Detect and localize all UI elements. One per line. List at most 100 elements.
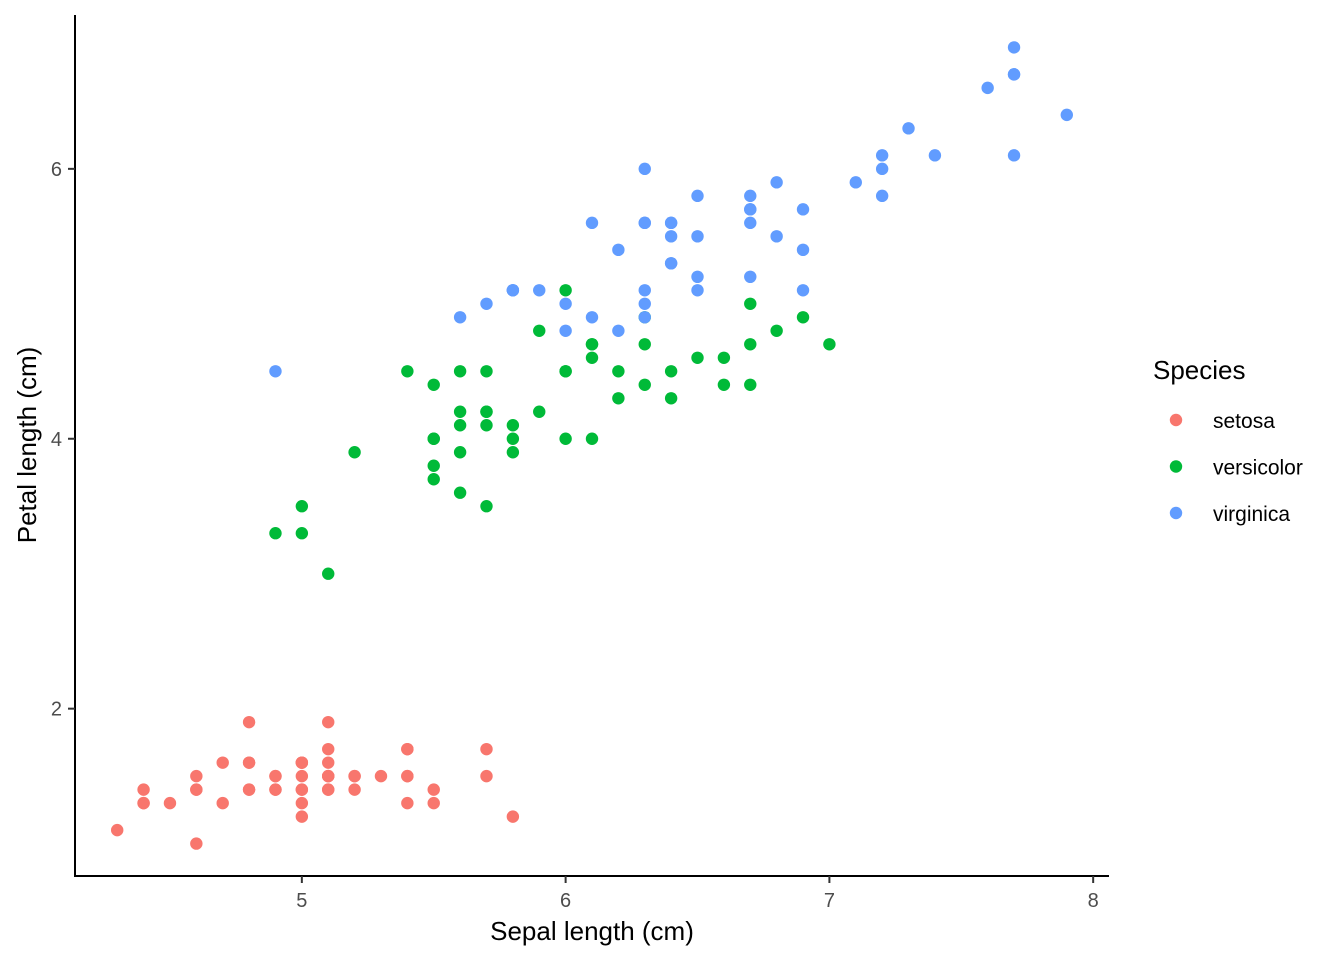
point-versicolor-39 (427, 432, 440, 445)
point-virginica-49 (533, 284, 546, 297)
point-setosa-41 (163, 796, 177, 810)
point-setosa-48 (374, 769, 388, 783)
point-versicolor-16 (453, 365, 467, 378)
legend-items: setosa versicolor virginica (1169, 410, 1303, 526)
point-versicolor-18 (612, 365, 625, 378)
point-setosa-15 (480, 769, 493, 783)
point-setosa-35 (295, 810, 309, 823)
legend-key-versicolor (1169, 460, 1183, 473)
point-versicolor-0 (823, 338, 836, 351)
point-setosa-39 (322, 769, 335, 783)
point-versicolor-1 (664, 365, 678, 378)
point-virginica-8 (744, 189, 757, 203)
point-versicolor-19 (453, 446, 467, 459)
point-setosa-43 (295, 756, 309, 769)
y-tick-label-6: 6 (51, 159, 62, 181)
point-virginica-15 (664, 257, 678, 270)
point-virginica-32 (664, 216, 678, 230)
point-setosa-24 (242, 715, 256, 729)
point-virginica-21 (453, 311, 467, 324)
point-virginica-10 (691, 284, 704, 297)
point-versicolor-37 (638, 378, 651, 391)
ticks-layer: 5 6 7 8 2 4 6 (51, 159, 1099, 912)
point-versicolor-11 (533, 405, 546, 418)
point-setosa-16 (401, 796, 414, 810)
point-versicolor-20 (533, 324, 546, 337)
point-versicolor-24 (664, 392, 678, 405)
point-versicolor-32 (506, 446, 520, 459)
point-virginica-44 (744, 203, 757, 216)
point-versicolor-41 (585, 351, 599, 364)
point-setosa-33 (427, 783, 440, 796)
point-versicolor-8 (717, 351, 731, 364)
point-virginica-37 (664, 230, 678, 243)
legend-label-versicolor: versicolor (1213, 457, 1303, 480)
point-setosa-32 (348, 769, 361, 783)
point-versicolor-17 (506, 419, 520, 432)
point-setosa-46 (322, 756, 335, 769)
point-virginica-22 (1007, 68, 1021, 81)
legend: Species setosa versicolor virginica (1153, 355, 1303, 526)
point-virginica-48 (612, 243, 625, 257)
point-virginica-30 (928, 149, 942, 162)
point-versicolor-25 (717, 378, 731, 391)
point-setosa-2 (216, 796, 229, 810)
point-virginica-19 (559, 297, 572, 310)
point-setosa-3 (190, 769, 203, 783)
legend-key-virginica (1169, 506, 1183, 520)
point-setosa-29 (216, 756, 229, 769)
point-virginica-26 (612, 324, 625, 337)
y-tick-label-4: 4 (51, 429, 62, 451)
point-setosa-7 (295, 769, 309, 783)
point-setosa-22 (190, 837, 203, 850)
point-virginica-12 (770, 230, 783, 243)
point-setosa-47 (190, 783, 203, 796)
point-virginica-5 (981, 81, 994, 95)
point-versicolor-34 (401, 365, 414, 378)
point-virginica-40 (744, 216, 757, 230)
point-setosa-40 (295, 796, 309, 810)
legend-title: Species (1153, 355, 1246, 385)
point-versicolor-6 (638, 338, 651, 351)
y-tick-label-2: 2 (51, 699, 62, 721)
point-virginica-34 (585, 216, 599, 230)
x-tick-label-5: 5 (296, 890, 307, 912)
point-setosa-17 (322, 783, 335, 796)
point-setosa-36 (427, 796, 440, 810)
point-versicolor-36 (744, 338, 757, 351)
point-setosa-37 (269, 783, 282, 796)
point-versicolor-35 (559, 365, 572, 378)
point-setosa-45 (242, 783, 256, 796)
point-versicolor-30 (427, 459, 440, 472)
point-virginica-36 (638, 216, 651, 230)
point-setosa-31 (401, 769, 414, 783)
point-versicolor-10 (295, 500, 309, 513)
point-virginica-41 (796, 284, 810, 297)
point-virginica-18 (1007, 41, 1021, 54)
point-versicolor-33 (559, 284, 572, 297)
point-virginica-20 (796, 203, 810, 216)
points-layer (111, 41, 1074, 850)
point-virginica-0 (638, 162, 651, 176)
point-versicolor-5 (480, 365, 493, 378)
point-virginica-9 (875, 149, 889, 162)
point-versicolor-4 (691, 351, 704, 364)
point-virginica-47 (691, 270, 704, 284)
point-virginica-25 (875, 162, 889, 176)
x-axis-title: Sepal length (cm) (490, 916, 694, 946)
point-setosa-14 (506, 810, 520, 823)
point-virginica-2 (849, 176, 862, 189)
point-versicolor-40 (427, 378, 440, 391)
point-virginica-31 (1060, 108, 1074, 122)
point-setosa-20 (401, 742, 414, 756)
point-versicolor-49 (480, 419, 493, 432)
point-virginica-29 (875, 189, 889, 203)
point-versicolor-29 (480, 500, 493, 513)
point-versicolor-23 (585, 338, 599, 351)
y-axis-title: Petal length (cm) (12, 347, 42, 544)
point-virginica-46 (638, 297, 651, 310)
point-versicolor-27 (744, 297, 757, 310)
point-virginica-45 (744, 270, 757, 284)
x-tick-label-6: 6 (560, 890, 571, 912)
